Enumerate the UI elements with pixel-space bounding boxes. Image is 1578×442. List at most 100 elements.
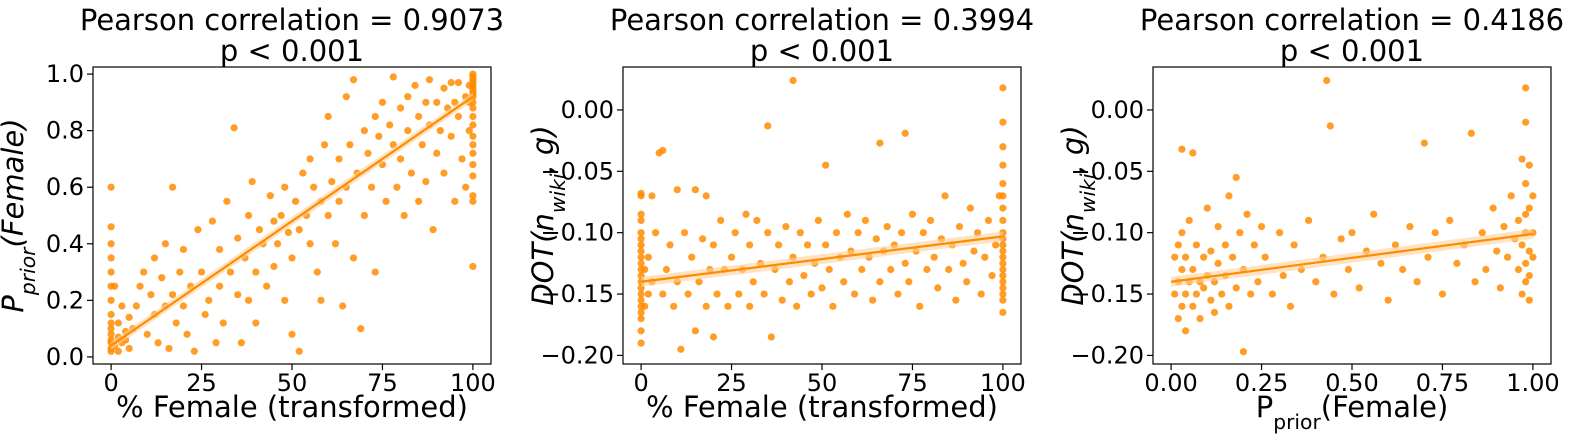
data-point [1413, 278, 1421, 286]
data-point [1229, 253, 1237, 261]
data-point [637, 210, 645, 218]
data-point [641, 265, 649, 274]
data-point [1529, 253, 1537, 261]
data-point [789, 76, 797, 85]
data-point [404, 127, 412, 135]
data-point [1330, 290, 1338, 298]
data-point [292, 197, 300, 205]
data-point [999, 253, 1007, 261]
data-point [637, 339, 645, 347]
y-tick-label: 1.0 [46, 60, 84, 88]
data-point [688, 253, 696, 261]
chart-subtitle: p < 0.001 [1280, 34, 1424, 68]
data-point [934, 284, 942, 292]
data-point [735, 290, 743, 298]
y-tick-label: −0.20 [1070, 341, 1144, 369]
data-point [349, 254, 358, 262]
data-point [999, 161, 1007, 169]
data-point [295, 226, 303, 234]
data-point [832, 229, 841, 237]
data-point [753, 216, 761, 225]
data-point [469, 73, 477, 81]
data-point [1178, 302, 1186, 310]
data-point [876, 139, 884, 147]
data-point [396, 155, 405, 163]
x-tick-label: 0.50 [1325, 369, 1378, 397]
regression-line [640, 235, 1004, 283]
data-point [814, 216, 822, 225]
data-point [644, 253, 652, 261]
data-point [190, 347, 198, 355]
data-point [1467, 129, 1475, 137]
data-point [440, 84, 448, 92]
data-point [1174, 241, 1182, 249]
data-point [216, 245, 224, 254]
data-point [999, 204, 1007, 212]
data-point [1522, 259, 1530, 267]
chart-title: Pearson correlation = 0.4186 [1140, 3, 1564, 37]
data-point [1514, 265, 1523, 274]
data-point [637, 241, 645, 249]
data-point [433, 149, 441, 157]
data-point [999, 272, 1007, 280]
data-point [662, 265, 671, 274]
data-point [637, 247, 645, 255]
y-tick-label: 0.8 [46, 117, 84, 145]
data-point [169, 183, 177, 191]
data-point [999, 216, 1007, 225]
data-point [1286, 302, 1295, 310]
data-point [1221, 241, 1229, 249]
data-point [1239, 348, 1248, 356]
data-point [926, 216, 935, 225]
data-point [691, 327, 699, 335]
y-tick-label: 0.0 [46, 343, 84, 371]
data-point [396, 104, 405, 112]
data-point [107, 310, 115, 319]
y-axis-label: DOT(nwiki, g) [1056, 125, 1100, 305]
data-point [999, 278, 1007, 286]
x-axis-label-main: % Female (transformed) [116, 390, 468, 424]
data-point [930, 253, 938, 261]
data-point [673, 186, 681, 194]
data-point [364, 149, 372, 157]
data-point [407, 169, 415, 177]
y-tick-label: −0.10 [540, 219, 614, 247]
data-point [371, 112, 379, 121]
data-point [1431, 229, 1439, 237]
data-point [357, 325, 365, 333]
data-point [680, 229, 689, 237]
data-point [1250, 241, 1258, 249]
data-point [641, 302, 649, 310]
data-point [988, 272, 996, 280]
data-point [454, 78, 463, 87]
data-point [154, 339, 162, 347]
data-point [876, 278, 884, 286]
data-point [295, 347, 303, 355]
data-point [637, 229, 645, 237]
data-point [1525, 161, 1533, 169]
data-point [465, 127, 473, 135]
data-point [822, 161, 830, 169]
data-point [183, 330, 191, 338]
data-point [223, 197, 231, 205]
data-point [226, 268, 235, 276]
data-point [883, 222, 891, 231]
data-point [861, 216, 870, 225]
data-point [952, 296, 960, 304]
data-point [1207, 296, 1215, 304]
x-tick-label: 0.00 [1144, 369, 1197, 397]
chart-title: Pearson correlation = 0.3994 [610, 3, 1034, 37]
data-point [440, 169, 448, 177]
data-point [1268, 290, 1276, 298]
data-point [858, 265, 866, 274]
data-point [1192, 290, 1201, 298]
x-axis-label-rest: (Female) [1321, 390, 1448, 424]
regression-line [1170, 232, 1534, 283]
data-point [941, 192, 949, 200]
data-point [999, 308, 1007, 317]
data-point [306, 155, 314, 163]
data-point [447, 132, 455, 140]
data-point [637, 290, 645, 298]
data-point [425, 76, 434, 84]
